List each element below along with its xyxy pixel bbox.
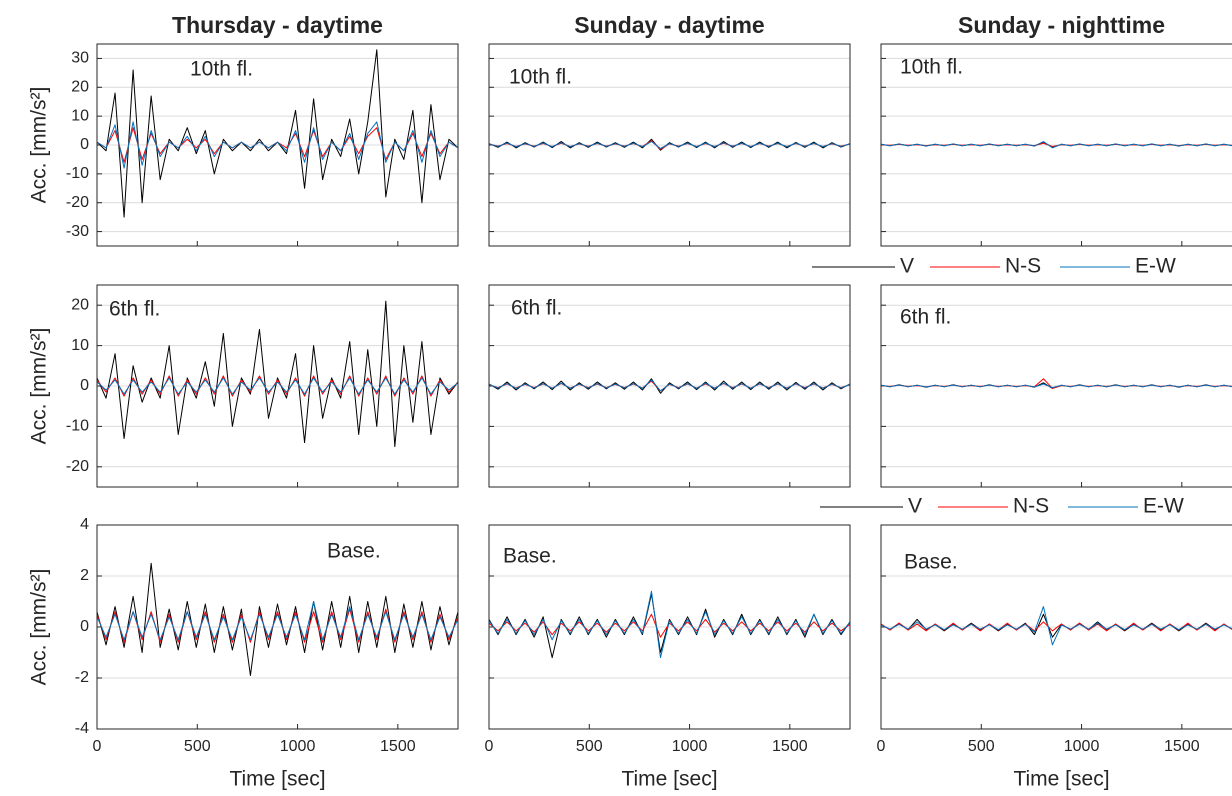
y-tick-label: -10: [66, 165, 89, 182]
series-line: [881, 606, 1232, 646]
panel-annotation: 6th fl.: [900, 306, 951, 329]
series-line: [97, 562, 458, 676]
panel-annotation: Base.: [327, 540, 381, 563]
axes-frame: [96, 43, 459, 247]
y-axis-label: Acc. [mm/s²]: [28, 87, 51, 204]
panel-title: Sunday - nighttime: [958, 12, 1165, 38]
series-line: [97, 300, 458, 448]
panel-annotation: 6th fl.: [511, 297, 562, 320]
x-axis-label: Time [sec]: [229, 768, 325, 791]
panel-annotation: 6th fl.: [109, 298, 160, 321]
panel-annotation: Base.: [503, 545, 557, 568]
legend-label: E-W: [1143, 495, 1184, 518]
axes-frame: [880, 284, 1232, 488]
x-tick-label: 1000: [280, 738, 316, 755]
x-tick-label: 0: [877, 738, 886, 755]
series-line: [97, 121, 458, 169]
panel-annotation: Base.: [904, 551, 958, 574]
y-tick-label: 10: [71, 337, 89, 354]
y-tick-label: 2: [80, 567, 89, 584]
x-tick-label: 500: [968, 738, 995, 755]
axes-frame: [880, 43, 1232, 247]
x-tick-label: 1000: [672, 738, 708, 755]
panel-title: Sunday - daytime: [574, 12, 764, 38]
y-tick-label: 4: [80, 516, 89, 533]
y-axis-label: Acc. [mm/s²]: [28, 569, 51, 686]
x-tick-label: 500: [576, 738, 603, 755]
x-tick-label: 0: [485, 738, 494, 755]
legend-label: N-S: [1005, 255, 1041, 278]
series-line: [489, 590, 850, 659]
y-tick-label: -2: [75, 669, 89, 686]
series-line: [881, 141, 1232, 149]
axes-frame: [488, 524, 851, 730]
axes-frame: [488, 43, 851, 247]
axes-frame: [96, 524, 459, 730]
series-line: [881, 383, 1232, 389]
y-tick-label: 30: [71, 50, 89, 67]
y-tick-label: -20: [66, 458, 89, 475]
y-axis-label: Acc. [mm/s²]: [28, 328, 51, 445]
y-tick-label: 20: [71, 296, 89, 313]
y-tick-label: 10: [71, 107, 89, 124]
panel-annotation: 10th fl.: [190, 58, 253, 81]
x-tick-label: 1500: [772, 738, 808, 755]
series-line: [97, 601, 458, 641]
x-tick-label: 0: [93, 738, 102, 755]
x-tick-label: 1500: [380, 738, 416, 755]
axes-frame: [488, 284, 851, 488]
legend-label: N-S: [1013, 495, 1049, 518]
x-axis-label: Time [sec]: [1013, 768, 1109, 791]
series-line: [489, 379, 850, 392]
y-tick-label: -4: [75, 720, 89, 737]
panel-title: Thursday - daytime: [172, 12, 383, 38]
panel-annotation: 10th fl.: [509, 66, 572, 89]
series-line: [97, 377, 458, 395]
y-tick-label: 0: [80, 136, 89, 153]
y-tick-label: -30: [66, 223, 89, 240]
panel-annotation: 10th fl.: [900, 56, 963, 79]
y-tick-label: -20: [66, 194, 89, 211]
series-line: [489, 141, 850, 149]
x-axis-label: Time [sec]: [621, 768, 717, 791]
x-tick-label: 1500: [1164, 738, 1200, 755]
y-tick-label: 0: [80, 618, 89, 635]
legend-label: E-W: [1135, 255, 1176, 278]
y-tick-label: -10: [66, 418, 89, 435]
legend-label: V: [900, 255, 914, 278]
x-tick-label: 500: [184, 738, 211, 755]
x-tick-label: 1000: [1064, 738, 1100, 755]
y-tick-label: 20: [71, 79, 89, 96]
legend-label: V: [908, 495, 922, 518]
axes-frame: [96, 284, 459, 488]
axes-frame: [880, 524, 1232, 730]
y-tick-label: 0: [80, 377, 89, 394]
